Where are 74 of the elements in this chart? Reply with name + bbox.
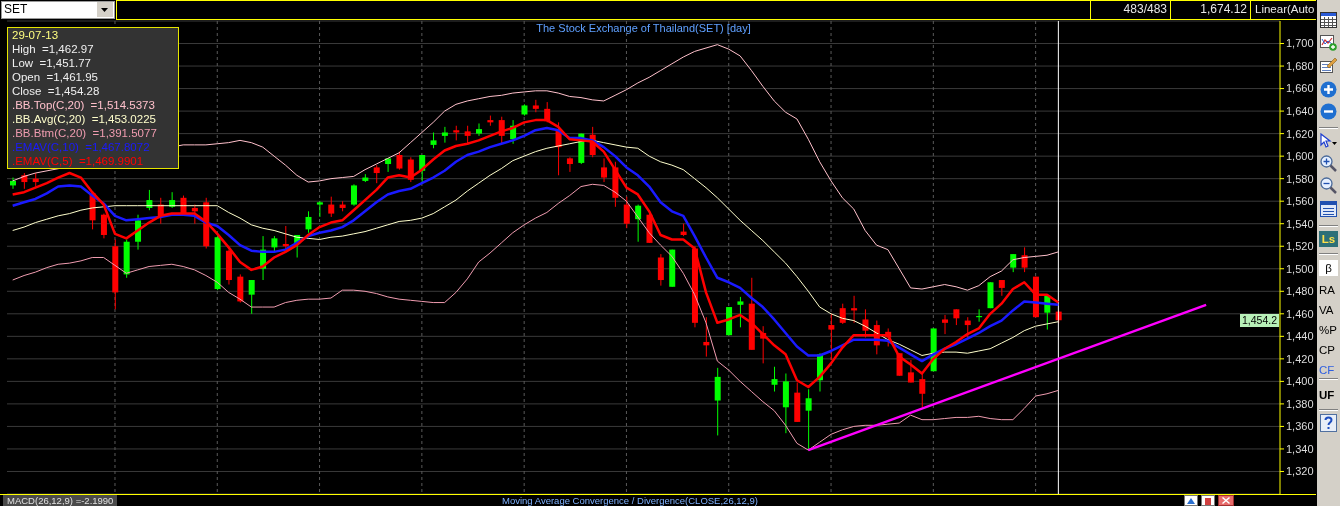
- text: .BB.Btm(C,20) =1,391.5077: [12, 126, 158, 140]
- candlestick: [566, 156, 573, 173]
- candlestick: [441, 126, 448, 144]
- y-tick-label: 1,540: [1286, 217, 1314, 230]
- candlestick: [657, 253, 664, 287]
- annotation: High =1,462.97: [12, 42, 95, 56]
- annotation: Open =1,461.95: [12, 70, 99, 84]
- candlestick: [714, 367, 721, 436]
- candlestick: [771, 366, 778, 393]
- candlestick: [476, 122, 483, 137]
- text: SET: [4, 2, 28, 17]
- text: Linear(Auto: [1255, 2, 1315, 17]
- y-tick-label: 1,480: [1286, 285, 1314, 298]
- candlestick: [191, 204, 198, 225]
- candlestick: [1021, 246, 1028, 273]
- text: .BB.Top(C,20) =1,514.5373: [12, 98, 156, 112]
- candlestick: [396, 151, 403, 171]
- y-tick-label: 1,340: [1286, 442, 1314, 455]
- candlestick: [862, 308, 869, 338]
- y-tick-label: 1,320: [1286, 465, 1314, 478]
- y-tick-label: 1,660: [1286, 82, 1314, 95]
- y-tick-label: 1,460: [1286, 307, 1314, 320]
- line-series: [12, 44, 1059, 291]
- y-tick-label: 1,440: [1286, 330, 1314, 343]
- annotation: Low =1,451.77: [12, 56, 92, 70]
- text: CP: [1319, 343, 1336, 358]
- candlestick: [623, 196, 630, 229]
- text: %P: [1319, 323, 1338, 338]
- text: 483/483: [1123, 2, 1167, 17]
- candlestick: [828, 313, 835, 361]
- y-tick-label: 1,380: [1286, 397, 1314, 410]
- candlestick: [942, 314, 949, 335]
- y-tick-label: 1,700: [1286, 37, 1314, 50]
- series-label: .EMAV(C,5) =1,469.9901: [12, 154, 145, 168]
- candlestick: [328, 196, 335, 218]
- y-tick-label: 1,620: [1286, 127, 1314, 140]
- y-tick-label: 1,640: [1286, 105, 1314, 117]
- y-tick-label: 1,580: [1286, 172, 1314, 185]
- text: RA: [1319, 283, 1336, 298]
- text: UF: [1319, 388, 1336, 403]
- candlestick: [737, 296, 744, 328]
- text: 1,674.12: [1200, 2, 1247, 17]
- text: .BB.Avg(C,20) =1,453.0225: [12, 112, 157, 126]
- y-tick-label: 1,680: [1286, 59, 1314, 72]
- line-series: [12, 183, 1059, 451]
- candlestick: [316, 200, 323, 218]
- candlestick: [703, 316, 710, 358]
- text: MACD(26,12,9) =-2.1990: [3, 495, 118, 506]
- y-tick-label: 1,500: [1286, 262, 1314, 275]
- candlestick: [350, 183, 357, 207]
- text: VA: [1319, 303, 1335, 318]
- text: Moving Average Convergence / Divergence(CLOSE,26,12,9): [501, 495, 759, 506]
- candlestick: [100, 213, 107, 239]
- candlestick: [805, 388, 812, 451]
- text: β: [1319, 260, 1338, 276]
- annotation: Close =1,454.28: [12, 84, 101, 98]
- y-tick-label: 1,600: [1286, 150, 1314, 163]
- y-tick-label: 1,420: [1286, 352, 1314, 365]
- candlestick: [373, 164, 380, 184]
- candlestick: [907, 359, 914, 384]
- y-tick-label: 1,400: [1286, 375, 1314, 388]
- candlestick: [305, 210, 312, 234]
- y-tick-label: 1,360: [1286, 420, 1314, 433]
- text: CF: [1319, 363, 1336, 378]
- annotation: 29-07-13: [12, 28, 60, 42]
- candlestick: [248, 279, 255, 315]
- candlestick: [385, 157, 392, 173]
- y-tick-label: 1,560: [1286, 195, 1314, 208]
- text: Ls: [1319, 231, 1338, 247]
- text: .EMAV(C,10) =1,467.8072: [12, 140, 151, 154]
- annotation: 1,454.2: [1239, 313, 1279, 327]
- candlestick: [601, 157, 608, 183]
- chart-title: The Stock Exchange of Thailand(SET) [day]: [536, 22, 751, 34]
- y-tick-label: 1,520: [1286, 240, 1314, 253]
